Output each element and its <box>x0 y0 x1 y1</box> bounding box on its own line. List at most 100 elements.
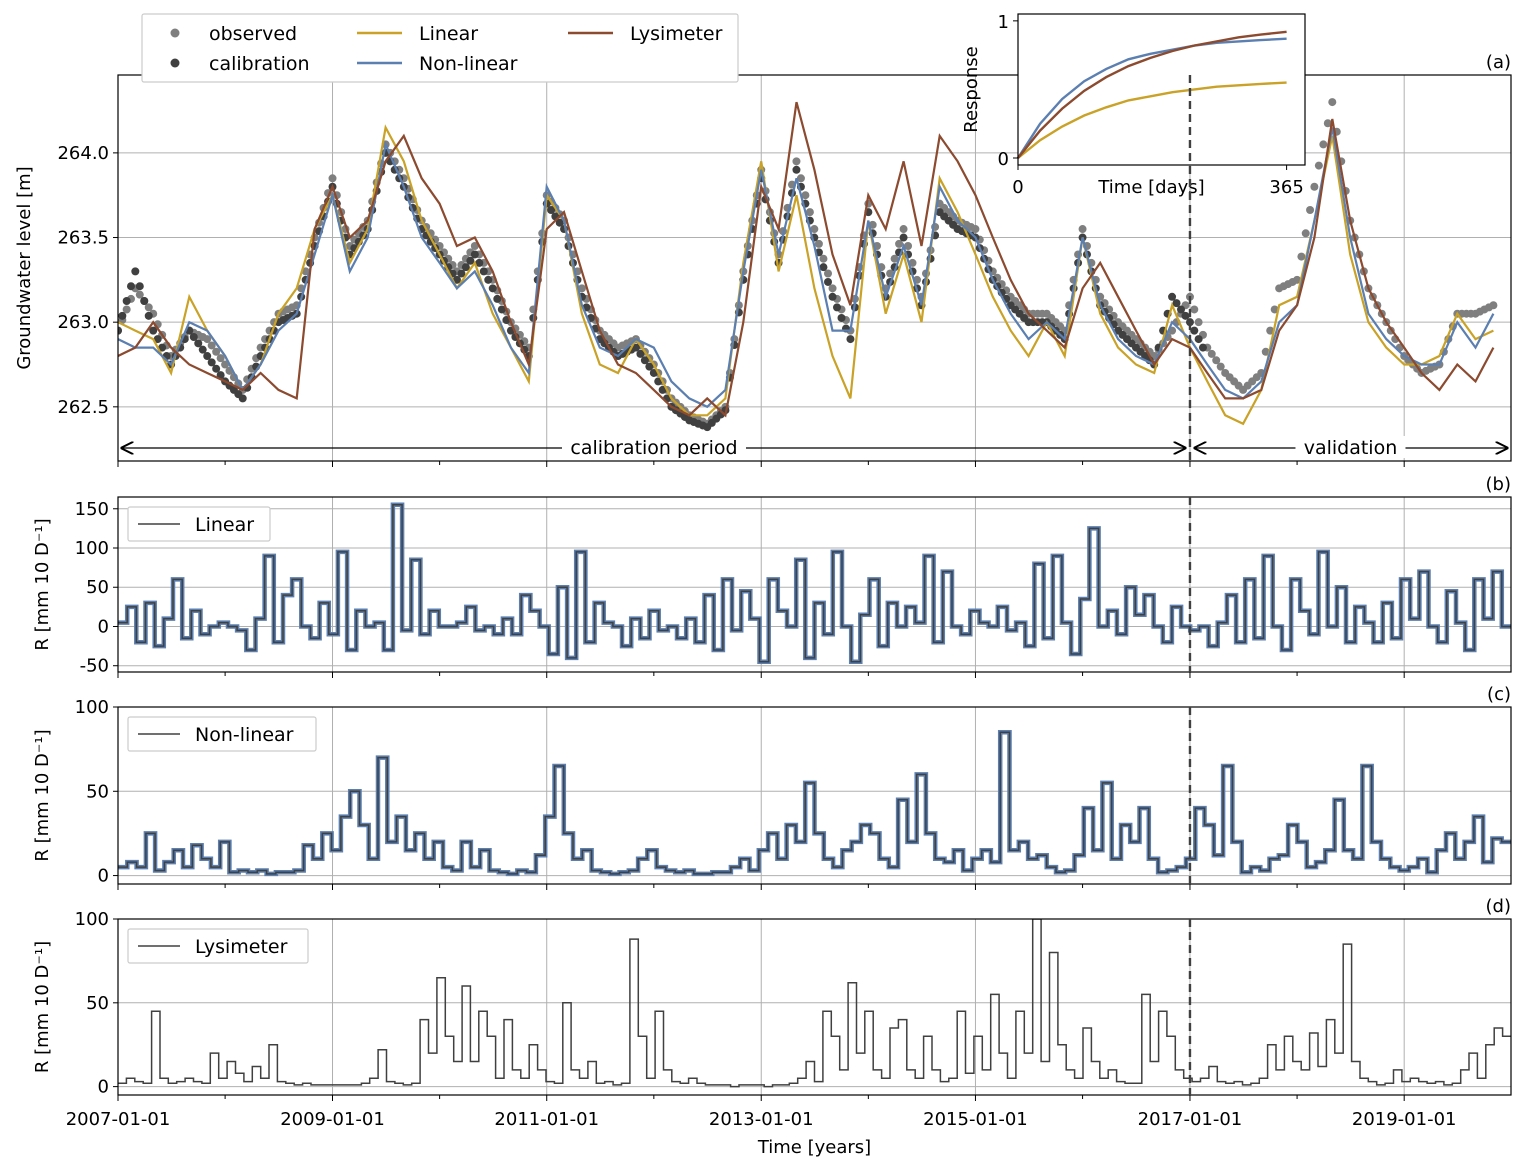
data-point-calibration <box>118 311 127 320</box>
y-axis-label: Groundwater level [m] <box>14 166 35 369</box>
plot-frame <box>117 74 1512 462</box>
data-point-observed <box>792 157 801 166</box>
data-point-observed <box>828 284 837 293</box>
recharge-line <box>118 731 1511 875</box>
data-point-observed <box>1190 305 1199 314</box>
data-point-calibration <box>1190 326 1199 335</box>
inset-x-tick-label: 0 <box>1012 177 1023 198</box>
data-point-observed <box>301 267 310 276</box>
recharge-series <box>118 730 1511 877</box>
data-point-observed <box>216 354 225 363</box>
data-point-observed <box>823 269 832 278</box>
x-tick-label: 2011-01-01 <box>494 1109 599 1130</box>
data-point-observed <box>1270 305 1279 314</box>
data-point-calibration <box>207 358 216 367</box>
series-line-Linear <box>118 124 1494 426</box>
data-point-calibration <box>654 377 663 386</box>
data-point-calibration <box>198 345 207 354</box>
inset-y-axis-label: Response <box>961 46 982 132</box>
data-point-calibration <box>658 385 667 394</box>
x-tick-label: 2009-01-01 <box>280 1109 385 1130</box>
data-point-observed <box>221 360 230 369</box>
data-point-calibration <box>118 326 122 335</box>
data-point-calibration <box>212 364 221 373</box>
data-point-calibration <box>238 394 247 403</box>
data-point-observed <box>207 341 216 350</box>
data-point-observed <box>814 239 823 248</box>
data-point-observed <box>328 174 337 183</box>
legend-marker-calibration <box>170 58 180 68</box>
data-point-calibration <box>828 292 837 301</box>
inset-line-Lysimeter <box>1017 30 1287 159</box>
y-tick-label: 100 <box>75 909 109 930</box>
legend-label: Non-linear <box>195 724 294 746</box>
data-point-calibration <box>153 335 162 344</box>
data-point-calibration <box>1177 305 1186 314</box>
plot-frame <box>117 496 1512 673</box>
data-point-calibration <box>461 263 470 272</box>
data-point-observed <box>203 335 212 344</box>
y-tick-label: 0 <box>98 616 109 637</box>
legend-label: Linear <box>195 514 254 536</box>
y-tick-label: 150 <box>75 499 109 520</box>
data-point-calibration <box>203 352 212 361</box>
x-tick-label: 2017-01-01 <box>1138 1109 1243 1130</box>
data-point-calibration <box>1172 299 1181 308</box>
legend-label: Lysimeter <box>195 936 288 958</box>
panel-label: (a) <box>1486 52 1511 73</box>
data-point-observed <box>899 225 908 234</box>
data-point-observed <box>1319 140 1328 149</box>
calibration-period-label: calibration period <box>570 437 737 459</box>
inset-x-tick-label: 365 <box>1269 177 1303 198</box>
legend-label-Non-linear: Non-linear <box>419 53 518 75</box>
data-point-calibration <box>126 282 135 291</box>
data-point-observed <box>577 284 586 293</box>
data-point-observed <box>1306 206 1315 215</box>
data-point-calibration <box>149 326 158 335</box>
data-point-calibration <box>792 165 801 174</box>
series-line-Non-linear <box>118 127 1495 409</box>
data-point-calibration <box>837 313 846 322</box>
data-point-observed <box>212 347 221 356</box>
data-point-calibration <box>135 282 144 291</box>
data-point-observed <box>470 241 479 250</box>
data-point-calibration <box>475 258 484 267</box>
data-point-observed <box>1207 349 1216 358</box>
legend-a: observed calibration Linear Non-linear Lysim… <box>141 13 739 83</box>
y-axis-label: R [mm 10 D⁻¹] <box>32 729 53 861</box>
panel-c: 0 50 100 R [mm 10 D⁻¹] (c) Non-linear <box>32 684 1512 890</box>
y-tick-label: 263.0 <box>57 312 109 333</box>
data-point-observed <box>1266 326 1275 335</box>
y-tick-label: 50 <box>86 993 109 1014</box>
data-point-calibration <box>488 284 497 293</box>
data-point-calibration <box>899 233 908 242</box>
data-point-calibration <box>547 206 556 215</box>
data-point-calibration <box>140 297 149 306</box>
inset-frame <box>1017 13 1306 166</box>
inset-x-axis-label: Time [days] <box>1097 177 1204 198</box>
data-point-calibration <box>497 305 506 314</box>
series-group <box>118 98 1498 432</box>
data-point-calibration <box>833 303 842 312</box>
y-tick-label: 50 <box>86 781 109 802</box>
data-point-calibration <box>823 277 832 286</box>
data-point-calibration <box>555 218 564 227</box>
data-point-observed <box>890 254 899 263</box>
data-point-observed <box>1261 347 1270 356</box>
data-point-observed <box>1216 362 1225 371</box>
y-tick-label: 100 <box>75 697 109 718</box>
data-point-calibration <box>122 297 131 306</box>
data-point-observed <box>796 174 805 183</box>
panel-b: -50 0 50 100 150 R [mm 10 D⁻¹] (b) Linear <box>32 474 1512 678</box>
legend-frame <box>127 506 271 542</box>
data-point-calibration <box>216 371 225 380</box>
panel-label: (c) <box>1487 684 1511 705</box>
y-tick-label: 263.5 <box>57 228 109 249</box>
data-point-observed <box>122 305 131 314</box>
series-line-Lysimeter <box>118 101 1495 418</box>
legend-label-calibration: calibration <box>209 53 310 75</box>
y-tick-label: 100 <box>75 538 109 559</box>
y-axis-label: R [mm 10 D⁻¹] <box>32 941 53 1073</box>
legend-label-observed: observed <box>209 23 297 45</box>
